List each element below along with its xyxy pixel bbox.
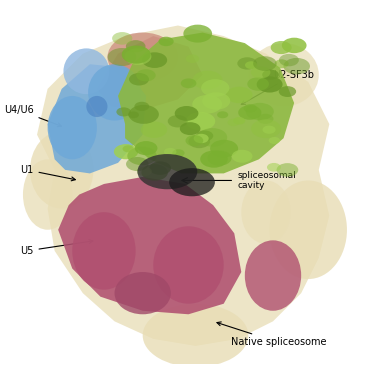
Ellipse shape	[257, 76, 283, 93]
Ellipse shape	[134, 102, 149, 111]
Ellipse shape	[263, 126, 276, 134]
Ellipse shape	[128, 111, 139, 118]
Ellipse shape	[251, 66, 270, 78]
Ellipse shape	[159, 37, 174, 46]
Ellipse shape	[125, 48, 151, 65]
Ellipse shape	[126, 157, 148, 171]
Ellipse shape	[129, 105, 159, 124]
Ellipse shape	[129, 73, 149, 86]
Ellipse shape	[226, 87, 253, 103]
Ellipse shape	[112, 32, 132, 45]
Ellipse shape	[238, 105, 261, 120]
Ellipse shape	[186, 112, 215, 130]
Ellipse shape	[196, 130, 213, 141]
Ellipse shape	[164, 148, 176, 156]
Ellipse shape	[275, 59, 289, 68]
Ellipse shape	[180, 122, 200, 135]
Ellipse shape	[237, 57, 257, 70]
Ellipse shape	[245, 240, 301, 311]
Ellipse shape	[116, 107, 131, 117]
Ellipse shape	[114, 144, 138, 159]
Ellipse shape	[126, 40, 145, 53]
Ellipse shape	[267, 163, 281, 172]
Ellipse shape	[184, 25, 212, 43]
Text: Native spliceosome: Native spliceosome	[217, 322, 326, 348]
Polygon shape	[37, 26, 329, 346]
Ellipse shape	[86, 96, 107, 117]
Ellipse shape	[251, 119, 281, 138]
Ellipse shape	[248, 43, 319, 106]
Ellipse shape	[269, 180, 347, 279]
Ellipse shape	[72, 212, 136, 290]
Ellipse shape	[186, 54, 199, 63]
Ellipse shape	[269, 137, 280, 144]
Ellipse shape	[168, 115, 188, 128]
Ellipse shape	[30, 131, 93, 209]
Polygon shape	[48, 64, 146, 173]
Ellipse shape	[172, 149, 185, 157]
Ellipse shape	[207, 151, 232, 166]
Ellipse shape	[123, 145, 134, 152]
Ellipse shape	[142, 52, 167, 68]
Ellipse shape	[122, 45, 151, 64]
Ellipse shape	[279, 86, 296, 97]
Ellipse shape	[127, 147, 157, 165]
Ellipse shape	[244, 104, 257, 112]
Ellipse shape	[192, 95, 222, 114]
Text: U4/U6: U4/U6	[4, 105, 62, 127]
Text: spliceosomal
cavity: spliceosomal cavity	[238, 171, 297, 190]
Polygon shape	[118, 33, 294, 173]
Ellipse shape	[201, 79, 229, 97]
Ellipse shape	[137, 167, 152, 176]
Ellipse shape	[153, 226, 224, 304]
Ellipse shape	[276, 163, 298, 177]
Ellipse shape	[241, 180, 291, 244]
Polygon shape	[97, 36, 203, 110]
Text: U2-SF3b: U2-SF3b	[241, 70, 314, 105]
Ellipse shape	[283, 58, 310, 75]
Text: U5: U5	[20, 240, 93, 256]
Ellipse shape	[200, 150, 228, 168]
Ellipse shape	[181, 78, 197, 88]
Ellipse shape	[210, 140, 238, 157]
Ellipse shape	[188, 135, 210, 148]
Ellipse shape	[137, 154, 197, 189]
Ellipse shape	[228, 119, 239, 126]
Ellipse shape	[202, 92, 230, 110]
Ellipse shape	[169, 168, 215, 196]
Ellipse shape	[135, 141, 157, 155]
Ellipse shape	[141, 122, 167, 138]
Ellipse shape	[88, 64, 141, 121]
Ellipse shape	[257, 114, 273, 124]
Ellipse shape	[136, 69, 156, 81]
Ellipse shape	[253, 56, 277, 71]
Text: U1: U1	[20, 165, 75, 181]
Ellipse shape	[23, 159, 72, 230]
Ellipse shape	[246, 103, 274, 120]
Ellipse shape	[247, 77, 269, 91]
Ellipse shape	[107, 33, 178, 82]
Ellipse shape	[233, 117, 245, 124]
Ellipse shape	[282, 38, 307, 53]
Ellipse shape	[262, 69, 279, 80]
Ellipse shape	[217, 111, 228, 118]
Ellipse shape	[194, 134, 209, 143]
Ellipse shape	[63, 48, 109, 94]
Polygon shape	[58, 177, 241, 314]
Ellipse shape	[141, 164, 168, 181]
Ellipse shape	[107, 48, 137, 66]
Ellipse shape	[192, 70, 223, 89]
Ellipse shape	[245, 61, 257, 69]
Ellipse shape	[198, 128, 227, 147]
Ellipse shape	[279, 54, 299, 66]
Ellipse shape	[175, 106, 198, 121]
Ellipse shape	[143, 304, 248, 367]
Ellipse shape	[115, 272, 171, 314]
Ellipse shape	[185, 135, 203, 146]
Ellipse shape	[149, 161, 171, 175]
Ellipse shape	[48, 96, 97, 159]
Ellipse shape	[271, 41, 292, 54]
Ellipse shape	[232, 150, 253, 163]
